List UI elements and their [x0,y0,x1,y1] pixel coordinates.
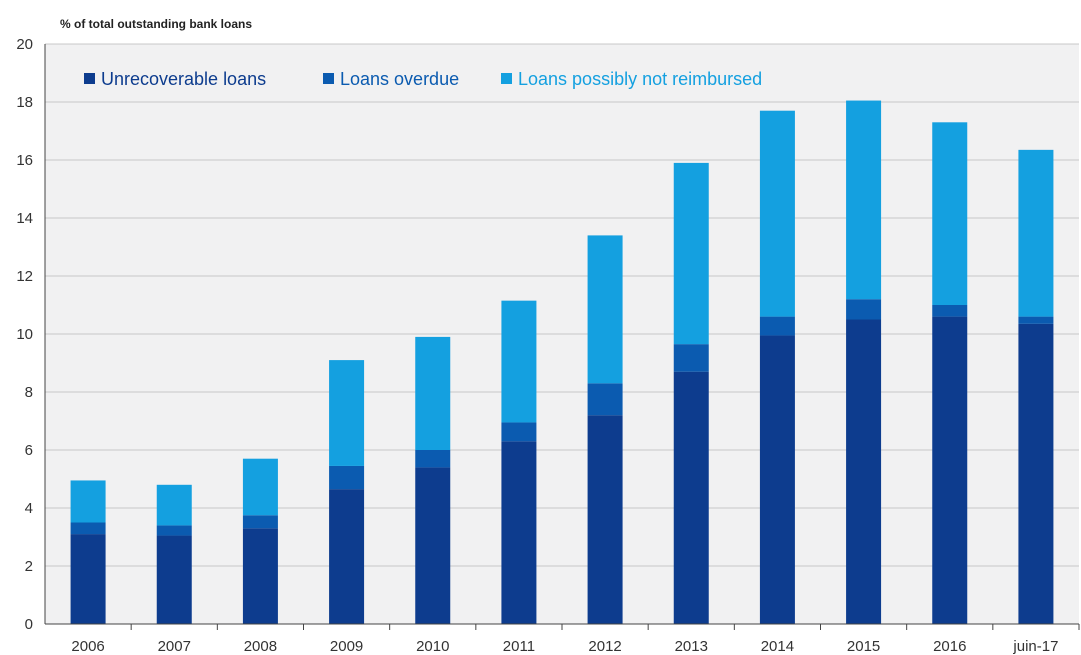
x-tick-label: juin-17 [1012,638,1058,655]
y-tick-label: 16 [16,152,33,169]
bar-segment-1 [501,441,537,624]
bar-segment-3 [932,122,968,305]
bar-segment-2 [673,344,709,372]
bar-segment-1 [1018,323,1054,624]
bar-segment-3 [759,110,795,317]
x-tick-label: 2006 [71,638,104,655]
bar-segment-2 [70,522,106,535]
bar-segment-1 [242,528,278,624]
y-tick-label: 0 [25,616,33,633]
bar-segment-3 [156,484,192,526]
x-tick-label: 2008 [244,638,277,655]
x-tick-label: 2016 [933,638,966,655]
bar-segment-3 [673,162,709,345]
legend-label: Loans overdue [340,69,459,89]
x-tick-label: 2014 [761,638,794,655]
bar-segment-2 [329,465,365,490]
bar-segment-2 [501,422,537,442]
bar-segment-2 [932,305,968,317]
bar-segment-2 [587,383,623,416]
bar-segment-3 [329,360,365,466]
axes: 0 2 4 6 8 10 12 14 16 18 20 2006 2007 2008 2009 2010 201… [16,36,1080,655]
y-tick-label: 6 [25,442,33,459]
bar-segment-3 [501,300,537,423]
x-tick-label: 2013 [675,638,708,655]
x-tick-label: 2012 [588,638,621,655]
bars [70,100,1054,624]
bar-segment-1 [415,467,451,624]
bar-segment-2 [156,525,192,536]
y-tick-label: 4 [25,500,33,517]
bar-segment-3 [587,235,623,384]
bar-segment-3 [242,458,278,516]
bar-segment-2 [759,316,795,336]
bar-segment-1 [70,534,106,624]
y-tick-label: 2 [25,558,33,575]
y-axis-label: % of total outstanding bank loans [60,17,252,31]
bar-segment-3 [415,336,451,450]
bar-segment-3 [846,100,882,300]
y-tick-label: 12 [16,268,33,285]
x-tick-label: 2010 [416,638,449,655]
legend-swatch [84,73,95,84]
bar-segment-2 [846,299,882,320]
bar-segment-2 [1018,316,1054,324]
legend-swatch [323,73,334,84]
legend: Unrecoverable loans Loans overdue Loans po… [84,69,762,89]
x-tick-label: 2015 [847,638,880,655]
bar-segment-1 [846,319,882,624]
y-tick-label: 8 [25,384,33,401]
bar-segment-1 [329,489,365,624]
y-tick-label: 10 [16,326,33,343]
y-tick-label: 14 [16,210,33,227]
bar-segment-2 [415,450,451,468]
bar-segment-2 [242,515,278,529]
bar-segment-3 [70,480,106,523]
x-tick-label: 2009 [330,638,363,655]
y-tick-label: 20 [16,36,33,53]
bar-segment-1 [673,371,709,624]
x-tick-label: 2007 [158,638,191,655]
bar-segment-1 [156,535,192,624]
bar-segment-1 [759,335,795,624]
legend-label: Unrecoverable loans [101,69,266,89]
x-tick-label: 2011 [503,638,535,655]
gridlines [45,43,1079,567]
bar-segment-3 [1018,149,1054,317]
y-tick-label: 18 [16,94,33,111]
bar-segment-1 [932,316,968,624]
bar-segment-1 [587,415,623,624]
legend-label: Loans possibly not reimbursed [518,69,762,89]
legend-swatch [501,73,512,84]
